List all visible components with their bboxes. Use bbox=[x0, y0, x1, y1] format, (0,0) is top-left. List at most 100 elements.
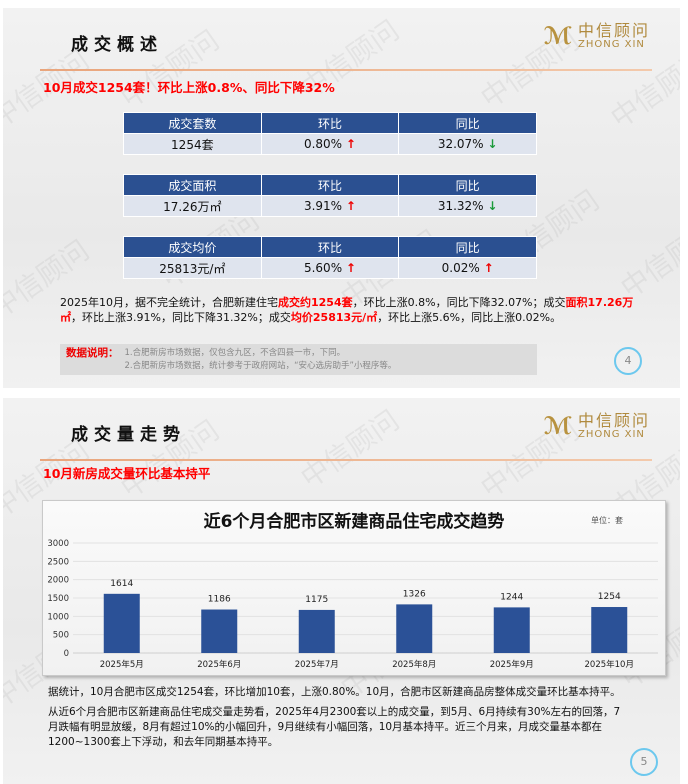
note-label: 数据说明： bbox=[66, 347, 119, 359]
kpi-table: 成交套数 环比 同比 1254套 0.80% ↑ 32.07% ↓ bbox=[123, 112, 537, 155]
slide-title: 成交概述 bbox=[71, 35, 163, 55]
summary-text: ，环比上涨0.8%，同比下降32.07%；成交 bbox=[352, 296, 566, 309]
watermark bbox=[153, 228, 154, 229]
y-tick-label: 500 bbox=[53, 631, 69, 641]
summary-highlight: 面积17.26万㎡ bbox=[60, 296, 634, 324]
cell-value: 0.80% bbox=[303, 137, 343, 151]
table-cell: 31.32% ↓ bbox=[398, 195, 537, 217]
headline: 10月新房成交量环比基本持平 bbox=[43, 466, 211, 481]
y-tick-label: 3000 bbox=[47, 539, 69, 549]
paragraph-1: 据统计，10月合肥市区成交1254套，环比增加10套，上涨0.80%。10月，合… bbox=[48, 686, 621, 698]
page-number: 5 bbox=[630, 748, 658, 776]
data-label: 1244 bbox=[500, 592, 523, 602]
watermark bbox=[293, 38, 294, 39]
table-header: 环比 bbox=[260, 236, 400, 258]
headline: 10月成交1254套！环比上涨0.8%、同比下降32% bbox=[43, 80, 335, 95]
bar bbox=[201, 609, 238, 653]
x-tick-label: 2025年9月 bbox=[490, 659, 534, 670]
summary-paragraph: 2025年10月，据不完全统计，合肥新建住宅成交约1254套，环比上涨0.8%，… bbox=[60, 295, 640, 325]
table-header: 同比 bbox=[398, 236, 537, 258]
summary-text: ，环比上涨5.6%，同比上涨0.02%。 bbox=[377, 311, 562, 324]
note-line: 1.合肥新房市场数据，仅包含九区，不含四县一市，下同。 bbox=[124, 348, 346, 358]
slide-title: 成交量走势 bbox=[71, 425, 186, 445]
table-header: 环比 bbox=[260, 174, 400, 196]
x-tick-label: 2025年6月 bbox=[197, 659, 241, 670]
table-cell: 17.26万㎡ bbox=[123, 195, 262, 217]
summary-highlight: 均价25813元/㎡ bbox=[290, 311, 378, 324]
y-tick-label: 2000 bbox=[47, 576, 69, 586]
table-header: 同比 bbox=[398, 174, 537, 196]
logo-en: ZHONG XIN bbox=[577, 429, 645, 440]
x-tick-label: 2025年8月 bbox=[392, 659, 436, 670]
x-tick-label: 2025年5月 bbox=[100, 659, 144, 670]
y-tick-label: 1000 bbox=[47, 612, 69, 622]
x-tick-label: 2025年10月 bbox=[585, 659, 634, 670]
data-label: 1186 bbox=[208, 595, 231, 605]
arrow-up-icon: ↑ bbox=[345, 261, 356, 275]
logo: ℳ 中信顾问 ZHONG XIN bbox=[544, 412, 650, 440]
chart-unit: 单位：套 bbox=[591, 516, 623, 525]
bar bbox=[493, 607, 530, 653]
bar bbox=[591, 607, 628, 653]
chart-title: 近6个月合肥市区新建商品住宅成交趋势 bbox=[203, 512, 505, 532]
table-cell: 3.91% ↑ bbox=[260, 195, 400, 217]
kpi-table: 成交面积 环比 同比 17.26万㎡ 3.91% ↑ 31.32% ↓ bbox=[123, 174, 537, 217]
watermark bbox=[613, 238, 614, 239]
data-label: 1326 bbox=[403, 589, 426, 599]
kpi-table: 成交均价 环比 同比 25813元/㎡ 5.60% ↑ 0.02% ↑ bbox=[123, 236, 537, 279]
bar-chart: 近6个月合肥市区新建商品住宅成交趋势 单位：套 0 500 1000 1500 2000… bbox=[42, 500, 666, 676]
x-tick-label: 2025年7月 bbox=[295, 659, 339, 670]
watermark bbox=[473, 48, 474, 49]
commentary: 据统计，10月合肥市区成交1254套，环比增加10套，上涨0.80%。10月，合… bbox=[48, 685, 623, 755]
table-cell: 1254套 bbox=[123, 133, 262, 155]
cell-value: 31.32% bbox=[437, 199, 484, 213]
cell-value: 1254套 bbox=[171, 137, 214, 152]
cell-value: 32.07% bbox=[437, 137, 484, 151]
logo-mark: ℳ bbox=[543, 412, 572, 440]
title-divider bbox=[40, 69, 652, 71]
arrow-down-icon: ↓ bbox=[487, 199, 498, 213]
cell-value: 3.91% bbox=[303, 199, 343, 213]
arrow-up-icon: ↑ bbox=[483, 261, 494, 275]
logo: ℳ 中信顾问 ZHONG XIN bbox=[544, 22, 650, 50]
cell-value: 25813元/㎡ bbox=[159, 261, 226, 276]
cell-value: 5.60% bbox=[303, 261, 343, 275]
table-cell: 0.02% ↑ bbox=[398, 257, 537, 279]
data-label: 1175 bbox=[305, 595, 328, 605]
y-tick-label: 1500 bbox=[47, 594, 69, 604]
paragraph-2: 从近6个月合肥市区新建商品住宅成交量走势看，2025年4月2300套以上的成交量… bbox=[48, 706, 621, 748]
page-number: 4 bbox=[614, 347, 642, 375]
table-header: 成交套数 bbox=[123, 112, 262, 134]
table-header: 成交面积 bbox=[123, 174, 262, 196]
summary-text: ，环比上涨3.91%，同比下降31.32%；成交 bbox=[71, 311, 291, 324]
bar bbox=[298, 609, 335, 653]
watermark bbox=[293, 428, 294, 429]
arrow-up-icon: ↑ bbox=[345, 199, 356, 213]
data-note: 数据说明： 1.合肥新房市场数据，仅包含九区，不含四县一市，下同。 2.合肥新房市… bbox=[60, 344, 537, 375]
table-header: 环比 bbox=[260, 112, 400, 134]
summary-highlight: 成交约1254套 bbox=[278, 296, 353, 309]
table-cell: 25813元/㎡ bbox=[123, 257, 262, 279]
y-tick-label: 2500 bbox=[47, 557, 69, 567]
title-divider bbox=[40, 459, 652, 461]
logo-cn: 中信顾问 bbox=[577, 411, 650, 430]
arrow-up-icon: ↑ bbox=[345, 137, 356, 151]
bar bbox=[396, 604, 433, 653]
logo-cn: 中信顾问 bbox=[577, 21, 650, 40]
table-cell: 0.80% ↑ bbox=[260, 133, 400, 155]
summary-text: 2025年10月，据不完全统计，合肥新建住宅 bbox=[60, 296, 278, 309]
cell-value: 0.02% bbox=[441, 261, 480, 275]
data-label: 1614 bbox=[110, 579, 133, 589]
table-header: 同比 bbox=[398, 112, 537, 134]
y-tick-label: 0 bbox=[64, 649, 69, 659]
note-line: 2.合肥新房市场数据，统计参考于政府网站，“安心选房助手”小程序等。 bbox=[124, 361, 397, 371]
chart-plot: 0 500 1000 1500 2000 2500 3000 1614 2025年5月 1186 2… bbox=[47, 539, 658, 670]
logo-mark: ℳ bbox=[543, 22, 572, 50]
data-label: 1254 bbox=[598, 592, 621, 602]
cell-value: 17.26万㎡ bbox=[163, 199, 222, 214]
logo-en: ZHONG XIN bbox=[577, 39, 645, 50]
table-cell: 5.60% ↑ bbox=[260, 257, 400, 279]
table-header: 成交均价 bbox=[123, 236, 262, 258]
